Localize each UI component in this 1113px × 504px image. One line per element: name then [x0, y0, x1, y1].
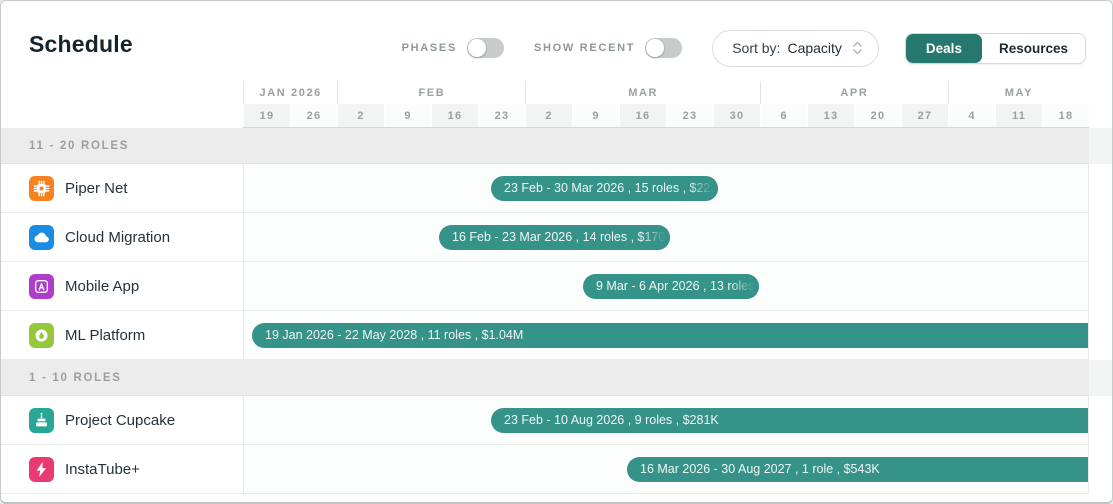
- topbar-controls: PHASES SHOW RECENT Sort by: Capacity Dea…: [402, 29, 1086, 67]
- timeline-header: JAN 2026 FEB MAR APR MAY 19 26 2 9 16 23 2 9 16 23 30 6…: [243, 81, 1089, 128]
- week-header: 4: [948, 104, 995, 127]
- gantt-bar[interactable]: 23 Feb - 30 Mar 2026 , 15 roles , $222: [491, 176, 718, 201]
- week-header: 9: [384, 104, 431, 127]
- timeline-weeks: 19 26 2 9 16 23 2 9 16 23 30 6 13 20 27 4 11 18: [243, 104, 1089, 128]
- bar-fade-overlay: [688, 176, 718, 201]
- deal-row-chart-cell: 16 Feb - 23 Mar 2026 , 14 roles , $170: [243, 213, 1089, 262]
- week-header: 20: [854, 104, 901, 127]
- gantt-bar[interactable]: 19 Jan 2026 - 22 May 2028 , 11 roles , $…: [252, 323, 1088, 348]
- week-header: 13: [807, 104, 854, 127]
- section-header: 11 - 20 ROLES: [1, 128, 1112, 164]
- deal-row-label-cell[interactable]: Cloud Migration: [1, 213, 243, 262]
- week-header: 26: [290, 104, 337, 127]
- topbar: Schedule PHASES SHOW RECENT Sort by: Cap…: [1, 1, 1112, 81]
- deal-row-label-cell[interactable]: Piper Net: [1, 164, 243, 213]
- schedule-body: 11 - 20 ROLES Piper Net 23 Feb - 30 Mar 2…: [1, 128, 1112, 494]
- week-header: 16: [431, 104, 478, 127]
- deal-name: Project Cupcake: [65, 411, 176, 429]
- week-header: 16: [619, 104, 666, 127]
- toggle-knob: [468, 39, 486, 57]
- cloud-icon: [29, 224, 54, 250]
- deal-row: Piper Net 23 Feb - 30 Mar 2026 , 15 roles…: [1, 164, 1112, 213]
- deal-row: Project Cupcake 23 Feb - 10 Aug 2026 , 9 …: [1, 396, 1112, 445]
- deal-row-chart-cell: 23 Feb - 10 Aug 2026 , 9 roles , $281K: [243, 396, 1089, 445]
- week-header: 23: [666, 104, 713, 127]
- sort-by-dropdown[interactable]: Sort by: Capacity: [712, 29, 879, 67]
- section-label: 1 - 10 ROLES: [29, 371, 122, 384]
- deal-row-label-cell[interactable]: Mobile App: [1, 262, 243, 311]
- deal-row-label-cell[interactable]: ML Platform: [1, 311, 243, 360]
- week-header: 27: [901, 104, 948, 127]
- week-header: 19: [243, 104, 290, 127]
- timeline-months: JAN 2026 FEB MAR APR MAY: [243, 81, 1089, 104]
- week-header: 9: [572, 104, 619, 127]
- show-recent-label: SHOW RECENT: [534, 42, 636, 54]
- week-header: 2: [337, 104, 384, 127]
- deal-row-chart-cell: 19 Jan 2026 - 22 May 2028 , 11 roles , $…: [243, 311, 1089, 360]
- week-header: 11: [995, 104, 1042, 127]
- deal-name: Piper Net: [65, 179, 128, 197]
- gantt-bar[interactable]: 9 Mar - 6 Apr 2026 , 13 roles: [583, 274, 759, 299]
- week-header: 18: [1042, 104, 1089, 127]
- deal-name: Mobile App: [65, 277, 140, 295]
- phases-toggle[interactable]: [467, 38, 504, 58]
- chip-icon: [29, 175, 54, 201]
- deals-button[interactable]: Deals: [905, 33, 982, 63]
- section-gutter: [1089, 128, 1112, 164]
- cake-icon: [29, 407, 54, 433]
- deal-row-chart-cell: 9 Mar - 6 Apr 2026 , 13 roles: [243, 262, 1089, 311]
- gantt-bar[interactable]: 16 Feb - 23 Mar 2026 , 14 roles , $170: [439, 225, 670, 250]
- month-header: MAY: [947, 81, 1089, 104]
- phases-label: PHASES: [401, 42, 457, 54]
- gantt-bar[interactable]: 23 Feb - 10 Aug 2026 , 9 roles , $281K: [491, 408, 1088, 433]
- bar-fade-overlay: [729, 274, 759, 299]
- view-switcher: Deals Resources: [904, 32, 1086, 64]
- deal-row: Mobile App 9 Mar - 6 Apr 2026 , 13 roles: [1, 262, 1112, 311]
- week-header: 30: [713, 104, 760, 127]
- week-header: 2: [525, 104, 572, 127]
- sort-by-value: Capacity: [787, 40, 842, 56]
- bar-fade-overlay: [640, 225, 670, 250]
- section-label: 11 - 20 ROLES: [29, 139, 130, 152]
- deal-name: Cloud Migration: [65, 228, 171, 246]
- show-recent-toggle[interactable]: [645, 38, 683, 58]
- app-store-icon: [29, 273, 54, 299]
- bolt-icon: [29, 456, 54, 482]
- droplet-circle-icon: [29, 322, 54, 348]
- month-header: MAR: [525, 81, 760, 104]
- week-header: 6: [760, 104, 807, 127]
- page-title: Schedule: [29, 31, 133, 57]
- deal-name: InstaTube+: [65, 460, 140, 478]
- deal-row-label-cell[interactable]: InstaTube+: [1, 445, 243, 494]
- deal-row: Cloud Migration 16 Feb - 23 Mar 2026 , 14…: [1, 213, 1112, 262]
- deal-row-chart-cell: 23 Feb - 30 Mar 2026 , 15 roles , $222: [243, 164, 1089, 213]
- deal-row-chart-cell: 16 Mar 2026 - 30 Aug 2027 , 1 role , $54…: [243, 445, 1089, 494]
- deal-name: ML Platform: [65, 326, 146, 344]
- deal-row: ML Platform 19 Jan 2026 - 22 May 2028 , 1…: [1, 311, 1112, 360]
- section-header: 1 - 10 ROLES: [1, 360, 1112, 396]
- sort-by-label: Sort by:: [732, 40, 781, 56]
- month-header: APR: [759, 81, 948, 104]
- section-gutter: [1089, 360, 1112, 396]
- deal-row-label-cell[interactable]: Project Cupcake: [1, 396, 243, 445]
- deal-row: InstaTube+ 16 Mar 2026 - 30 Aug 2027 , 1 …: [1, 445, 1112, 494]
- toggle-knob: [646, 39, 665, 57]
- month-header: JAN 2026: [243, 81, 337, 104]
- month-header: FEB: [337, 81, 525, 104]
- chevron-updown-icon: [853, 41, 862, 55]
- week-header: 23: [478, 104, 525, 127]
- resources-button[interactable]: Resources: [981, 33, 1085, 63]
- gantt-bar[interactable]: 16 Mar 2026 - 30 Aug 2027 , 1 role , $54…: [627, 457, 1088, 482]
